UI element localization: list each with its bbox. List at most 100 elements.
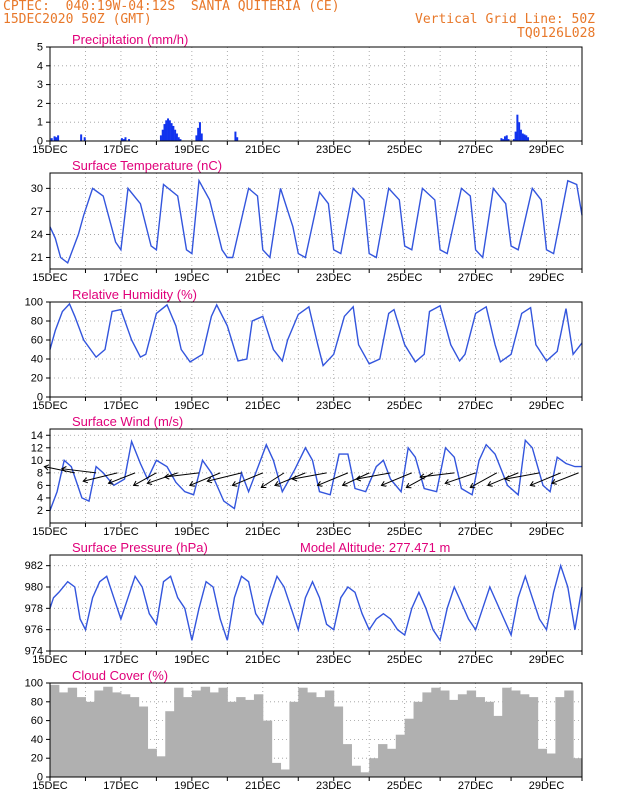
x-tick-label: 21DEC xyxy=(245,272,281,284)
wind-arrowhead xyxy=(504,475,511,482)
x-tick-label: 29DEC xyxy=(529,400,565,412)
x-tick-label: 19DEC xyxy=(174,780,210,792)
wind-vector xyxy=(147,472,178,484)
x-tick-label: 17DEC xyxy=(103,272,139,284)
precip-bar xyxy=(197,127,200,141)
wind-arrowhead xyxy=(529,481,536,487)
y-tick-label: 4 xyxy=(37,60,43,72)
cloud-bar xyxy=(103,686,113,777)
y-tick-label: 5 xyxy=(37,42,43,54)
precip-bar xyxy=(234,131,237,141)
temp-frame xyxy=(49,172,583,270)
x-tick-label: 21DEC xyxy=(245,400,281,412)
precip-bar xyxy=(124,137,127,141)
precip-bar xyxy=(236,137,239,141)
cloud-bar xyxy=(573,758,583,777)
wind-arrowhead xyxy=(355,475,362,482)
x-tick-label: 19DEC xyxy=(174,526,210,538)
wind-arrowhead xyxy=(380,481,387,487)
grid-line-note: Vertical Grid Line: 50Z xyxy=(415,12,596,27)
precip-bar xyxy=(500,138,503,141)
precip-bar xyxy=(519,129,522,141)
wind-vector xyxy=(505,472,540,480)
y-tick-label: 974 xyxy=(25,646,43,658)
cloud-bar xyxy=(484,701,494,777)
x-tick-label: 21DEC xyxy=(245,526,281,538)
precip-bar xyxy=(161,129,164,141)
x-tick-label: 21DEC xyxy=(245,654,281,666)
y-tick-label: 0 xyxy=(37,772,43,784)
x-tick-label: 19DEC xyxy=(174,654,210,666)
wind-vector xyxy=(487,472,519,486)
cloud-title: Cloud Cover (%) xyxy=(72,668,168,683)
y-tick-label: 0 xyxy=(37,136,43,148)
x-tick-label: 27DEC xyxy=(458,400,494,412)
cloud-bar xyxy=(537,748,548,777)
cloud-bar xyxy=(165,711,175,777)
wind-vector xyxy=(530,472,561,486)
pres-panel: 974 976 978 980 982 15DEC 17DEC 19DEC 21DEC 23DEC… xyxy=(25,540,583,666)
cloud-bar xyxy=(449,699,459,777)
wind-arrowhead xyxy=(163,473,170,480)
cloud-bar xyxy=(298,687,308,777)
cloud-bar xyxy=(76,697,86,777)
cloud-bar xyxy=(342,744,352,777)
wind-vector xyxy=(44,466,75,474)
precip-bar xyxy=(502,139,505,141)
y-tick-label: 80 xyxy=(31,696,43,708)
x-tick-label: 23DEC xyxy=(316,272,352,284)
x-tick-label: 27DEC xyxy=(458,654,494,666)
x-tick-label: 15DEC xyxy=(32,272,68,284)
cloud-bar xyxy=(502,687,512,777)
precip-bar xyxy=(503,136,506,141)
y-tick-label: 40 xyxy=(31,734,43,746)
model-id: TQ0126L028 xyxy=(517,26,596,41)
cloud-bar xyxy=(191,690,202,777)
pres-title: Surface Pressure (hPa) xyxy=(72,540,208,555)
cloud-bar xyxy=(528,697,539,777)
cloud-bar xyxy=(129,697,140,777)
precip-bar xyxy=(55,137,58,141)
x-tick-label: 25DEC xyxy=(387,400,423,412)
y-tick-label: 978 xyxy=(25,603,43,615)
wind-vector xyxy=(317,472,349,486)
wind-frame xyxy=(49,428,583,524)
precip-bar xyxy=(53,136,56,141)
cloud-bar xyxy=(289,701,299,777)
wind-arrowhead xyxy=(316,481,323,487)
x-tick-label: 23DEC xyxy=(316,526,352,538)
precip-title: Precipitation (mm/h) xyxy=(72,32,188,47)
x-tick-label: 19DEC xyxy=(174,272,210,284)
x-tick-label: 21DEC xyxy=(245,144,281,156)
cloud-bar xyxy=(360,772,370,777)
y-tick-label: 2 xyxy=(37,505,43,517)
station-header: CPTEC: 040:19W-04:12S SANTA QUITERIA (CE… xyxy=(3,0,340,14)
precip-bar xyxy=(195,135,198,141)
cloud-bar xyxy=(351,765,361,777)
cloud-bar xyxy=(183,697,193,777)
y-tick-label: 24 xyxy=(31,229,43,241)
precip-bar xyxy=(198,122,201,141)
precip-bar xyxy=(168,120,171,141)
y-tick-label: 20 xyxy=(31,753,43,765)
pres-frame xyxy=(49,554,583,652)
cloud-bar xyxy=(431,687,441,777)
precip-bar xyxy=(80,134,83,141)
wind-arrowhead xyxy=(43,464,50,471)
cloud-bar xyxy=(271,762,282,777)
cloud-panel: 0 20 40 60 80 100 15DEC 17DEC 19DEC 21DEC 23DEC 25D… xyxy=(25,668,583,792)
y-tick-label: 20 xyxy=(31,373,43,385)
cloud-bar xyxy=(386,748,397,777)
x-tick-label: 17DEC xyxy=(103,654,139,666)
cloud-bar xyxy=(555,697,565,777)
y-tick-label: 976 xyxy=(25,624,43,636)
cloud-bar xyxy=(333,706,344,777)
y-tick-label: 30 xyxy=(31,183,43,195)
y-tick-label: 40 xyxy=(31,354,43,366)
cloud-bar xyxy=(378,744,388,777)
precip-bar xyxy=(174,129,177,141)
wind-vector xyxy=(83,472,118,482)
cloud-bar xyxy=(457,694,468,777)
cloud-bar xyxy=(262,720,273,777)
